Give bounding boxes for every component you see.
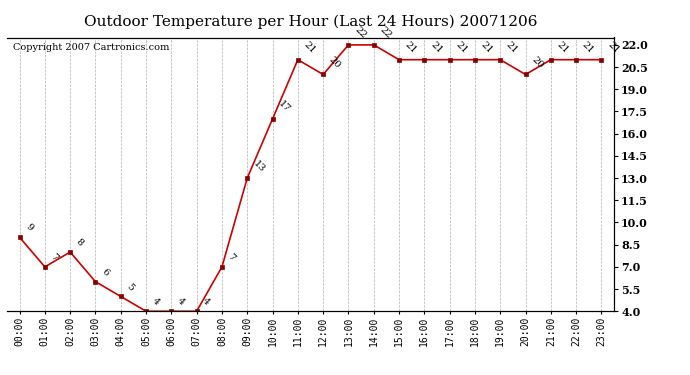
Text: 13: 13	[251, 159, 266, 174]
Text: Copyright 2007 Cartronics.com: Copyright 2007 Cartronics.com	[13, 43, 169, 52]
Text: 8: 8	[75, 237, 85, 248]
Text: Outdoor Temperature per Hour (Last 24 Hours) 20071206: Outdoor Temperature per Hour (Last 24 Ho…	[83, 15, 538, 29]
Text: 21: 21	[504, 40, 520, 56]
Text: 21: 21	[428, 40, 444, 56]
Text: 5: 5	[125, 282, 136, 292]
Text: 21: 21	[403, 40, 418, 56]
Text: 22: 22	[353, 26, 368, 41]
Text: 21: 21	[302, 40, 317, 56]
Text: 22: 22	[378, 26, 393, 41]
Text: 4: 4	[175, 296, 186, 307]
Text: 4: 4	[150, 296, 161, 307]
Text: 20: 20	[327, 55, 342, 70]
Text: 9: 9	[23, 222, 34, 233]
Text: 21: 21	[606, 40, 621, 56]
Text: 7: 7	[226, 252, 237, 263]
Text: 20: 20	[530, 55, 545, 70]
Text: 21: 21	[479, 40, 494, 56]
Text: 21: 21	[580, 40, 595, 56]
Text: 7: 7	[49, 252, 60, 263]
Text: 21: 21	[454, 40, 469, 56]
Text: 6: 6	[99, 267, 110, 278]
Text: 17: 17	[277, 99, 292, 115]
Text: 4: 4	[201, 296, 212, 307]
Text: 21: 21	[555, 40, 570, 56]
